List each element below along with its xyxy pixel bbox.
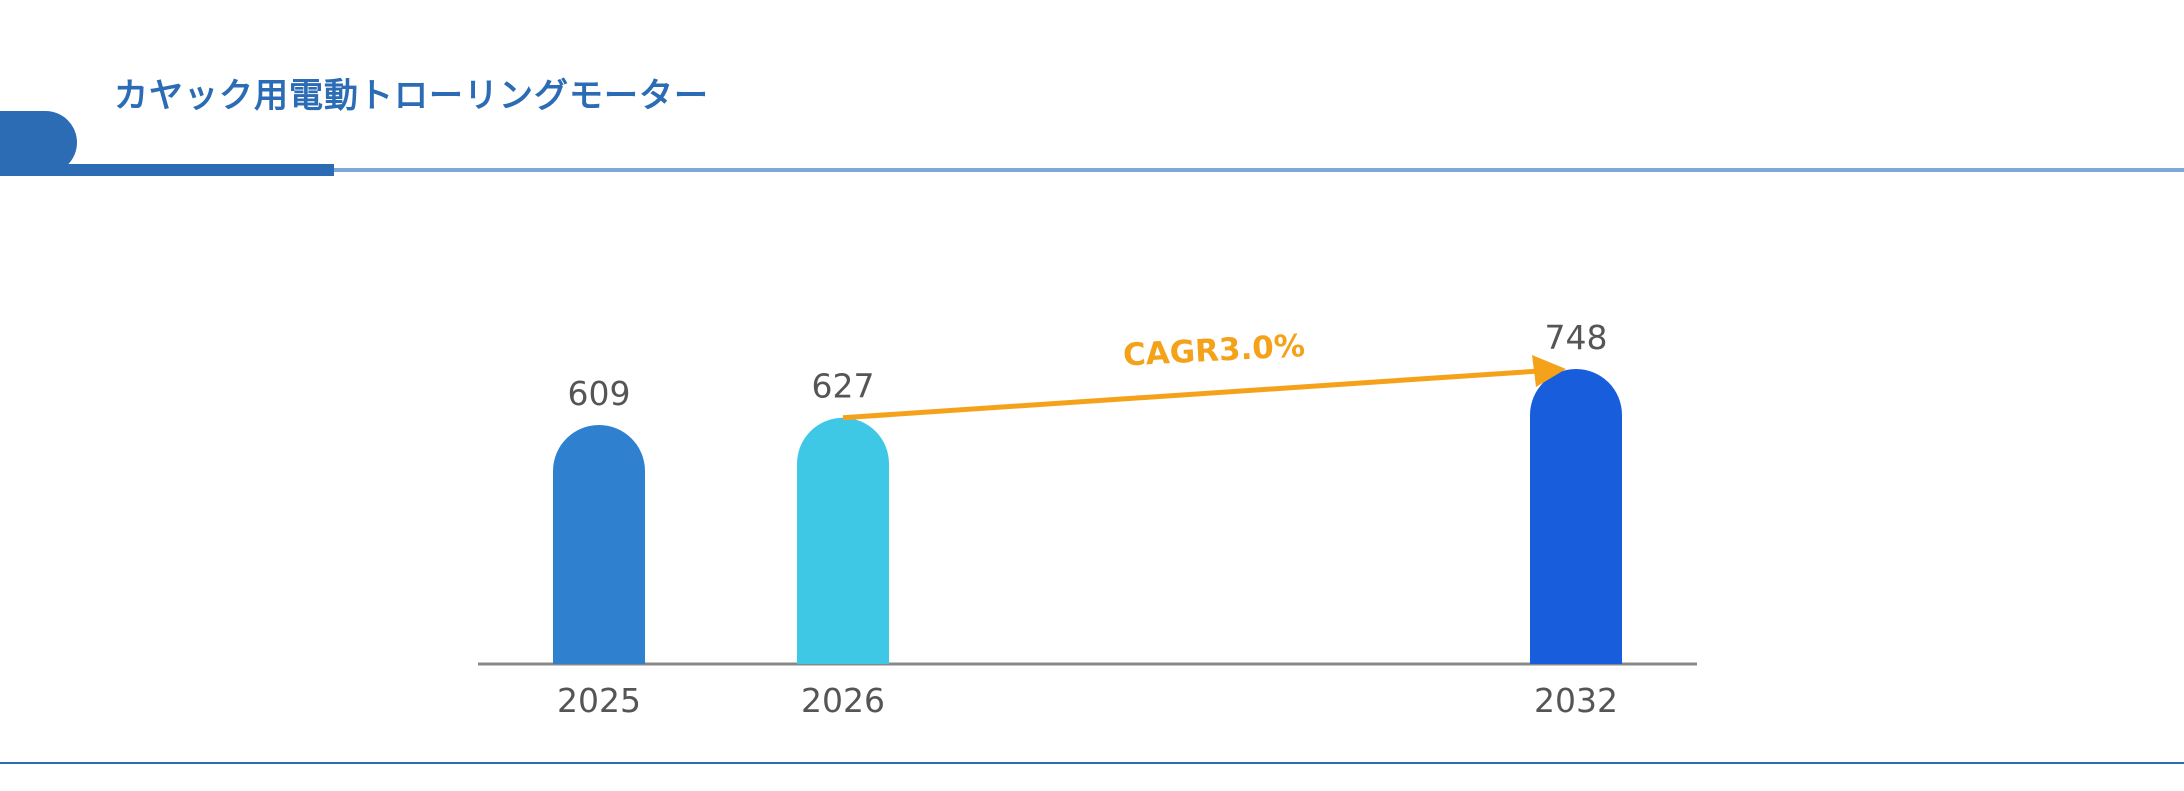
page-title: カヤック用電動トローリングモーター bbox=[114, 76, 709, 116]
value-label-2026: 627 bbox=[812, 367, 875, 406]
value-label-2025: 609 bbox=[568, 374, 631, 413]
category-label-2032: 2032 bbox=[1534, 681, 1618, 720]
cagr-arrow-line bbox=[842, 368, 1541, 421]
header-underline-thin bbox=[334, 168, 2184, 172]
bar-2032 bbox=[1530, 368, 1622, 664]
cagr-label: CAGR3.0% bbox=[1122, 328, 1306, 373]
value-label-2032: 748 bbox=[1545, 318, 1608, 357]
bar-2025 bbox=[553, 424, 645, 664]
category-label-2025: 2025 bbox=[557, 681, 641, 720]
cagr-arrowhead bbox=[1532, 354, 1566, 387]
header-pill-decoration bbox=[0, 111, 77, 174]
bottom-divider bbox=[0, 762, 2184, 764]
bar-2026 bbox=[797, 417, 890, 664]
category-label-2026: 2026 bbox=[801, 681, 885, 720]
header-underline-thick bbox=[0, 164, 334, 176]
